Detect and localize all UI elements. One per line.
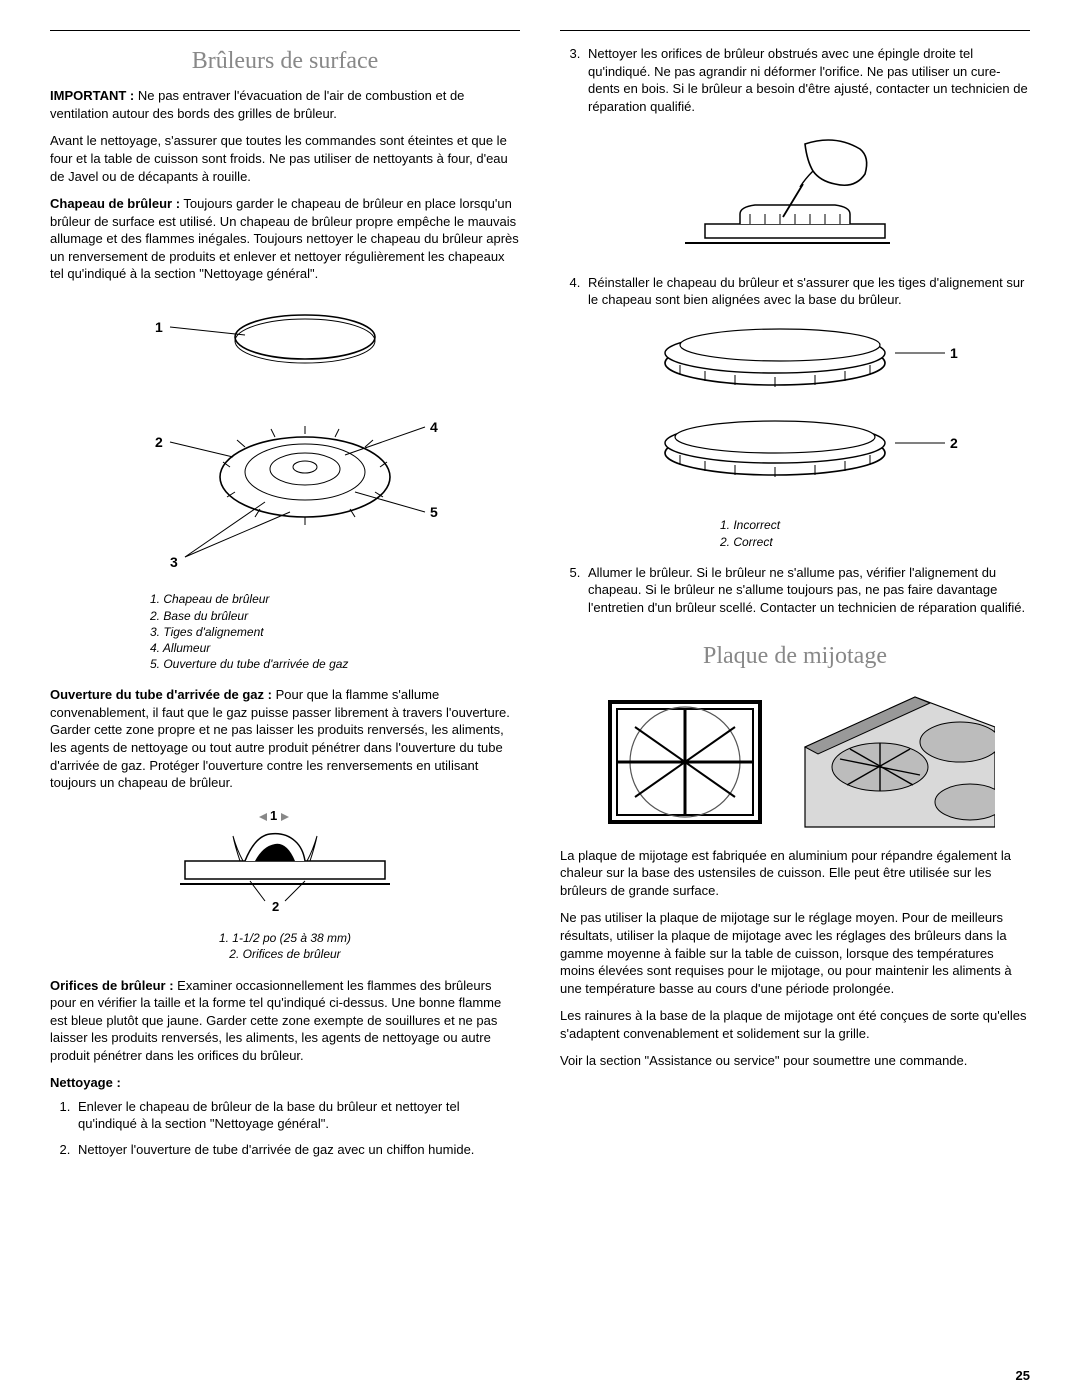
- fig1-legend-4: 4. Allumeur: [150, 640, 520, 656]
- figure-flame: 1 2: [50, 806, 520, 921]
- pin-svg: [685, 129, 905, 259]
- fig1-label-2: 2: [155, 434, 163, 450]
- fig1-legend-3: 3. Tiges d'alignement: [150, 624, 520, 640]
- fig1-legend: 1. Chapeau de brûleur 2. Base du brûleur…: [150, 591, 520, 672]
- align-legend: 1. Incorrect 2. Correct: [720, 517, 1030, 549]
- step-5: Allumer le brûleur. Si le brûleur ne s'a…: [584, 564, 1030, 617]
- fig1-legend-5: 5. Ouverture du tube d'arrivée de gaz: [150, 656, 520, 672]
- fig1-legend-1: 1. Chapeau de brûleur: [150, 591, 520, 607]
- cap-para: Chapeau de brûleur : Toujours garder le …: [50, 195, 520, 283]
- fig1-label-5: 5: [430, 504, 438, 520]
- figure-pin: [560, 129, 1030, 264]
- fig1-label-3: 3: [170, 554, 178, 570]
- page-number: 25: [1016, 1367, 1030, 1385]
- clean-steps-right-3: Allumer le brûleur. Si le brûleur ne s'a…: [566, 564, 1030, 617]
- simmer-p3: Les rainures à la base de la plaque de m…: [560, 1007, 1030, 1042]
- flame-svg: 1 2: [155, 806, 415, 916]
- important-label: IMPORTANT :: [50, 88, 134, 103]
- step-4: Réinstaller le chapeau du brûleur et s'a…: [584, 274, 1030, 309]
- rule-top-left: [50, 30, 520, 31]
- figure-simmer-pair: [560, 687, 1030, 837]
- fig1-label-1: 1: [155, 319, 163, 335]
- fig2-legend-1: 1. 1-1/2 po (25 à 38 mm): [50, 930, 520, 946]
- simmer-p4: Voir la section "Assistance ou service" …: [560, 1052, 1030, 1070]
- fig2-label-1: 1: [270, 808, 277, 823]
- clean-steps-left: Enlever le chapeau de brûleur de la base…: [56, 1098, 520, 1159]
- step-3: Nettoyer les orifices de brûleur obstrué…: [584, 45, 1030, 115]
- left-column: Brûleurs de surface IMPORTANT : Ne pas e…: [50, 30, 520, 1166]
- gas-para: Ouverture du tube d'arrivée de gaz : Pou…: [50, 686, 520, 791]
- simmer-p2: Ne pas utiliser la plaque de mijotage su…: [560, 909, 1030, 997]
- simmer-cooktop-svg: [795, 687, 995, 837]
- figure-burner-parts: 1: [50, 297, 520, 582]
- fig1-legend-2: 2. Base du brûleur: [150, 608, 520, 624]
- clean-steps-right: Nettoyer les orifices de brûleur obstrué…: [566, 45, 1030, 115]
- right-column: Nettoyer les orifices de brûleur obstrué…: [560, 30, 1030, 1166]
- heading-burners: Brûleurs de surface: [50, 45, 520, 77]
- pre-clean-para: Avant le nettoyage, s'assurer que toutes…: [50, 132, 520, 185]
- clean-heading: Nettoyage :: [50, 1074, 520, 1092]
- fig2-legend: 1. 1-1/2 po (25 à 38 mm) 2. Orifices de …: [50, 930, 520, 962]
- gas-text: Pour que la flamme s'allume convenableme…: [50, 687, 510, 790]
- fig1-label-4: 4: [430, 419, 438, 435]
- burner-parts-svg: 1: [115, 297, 455, 577]
- align-legend-1: 1. Incorrect: [720, 517, 1030, 533]
- ports-para: Orifices de brûleur : Examiner occasionn…: [50, 977, 520, 1065]
- page: Brûleurs de surface IMPORTANT : Ne pas e…: [50, 30, 1030, 1166]
- align-label-2: 2: [950, 435, 958, 451]
- cap-label: Chapeau de brûleur :: [50, 196, 180, 211]
- align-legend-2: 2. Correct: [720, 534, 1030, 550]
- clean-steps-right-2: Réinstaller le chapeau du brûleur et s'a…: [566, 274, 1030, 309]
- important-para: IMPORTANT : Ne pas entraver l'évacuation…: [50, 87, 520, 122]
- rule-top-right: [560, 30, 1030, 31]
- step-1: Enlever le chapeau de brûleur de la base…: [74, 1098, 520, 1133]
- simmer-grate-svg: [595, 687, 775, 837]
- align-label-1: 1: [950, 345, 958, 361]
- alignment-svg: 1 2: [605, 323, 985, 503]
- step-2: Nettoyer l'ouverture de tube d'arrivée d…: [74, 1141, 520, 1159]
- heading-simmer: Plaque de mijotage: [560, 640, 1030, 672]
- ports-label: Orifices de brûleur :: [50, 978, 174, 993]
- simmer-p1: La plaque de mijotage est fabriquée en a…: [560, 847, 1030, 900]
- gas-label: Ouverture du tube d'arrivée de gaz :: [50, 687, 272, 702]
- fig2-label-2: 2: [272, 899, 279, 914]
- figure-alignment: 1 2: [560, 323, 1030, 508]
- fig2-legend-2: 2. Orifices de brûleur: [50, 946, 520, 962]
